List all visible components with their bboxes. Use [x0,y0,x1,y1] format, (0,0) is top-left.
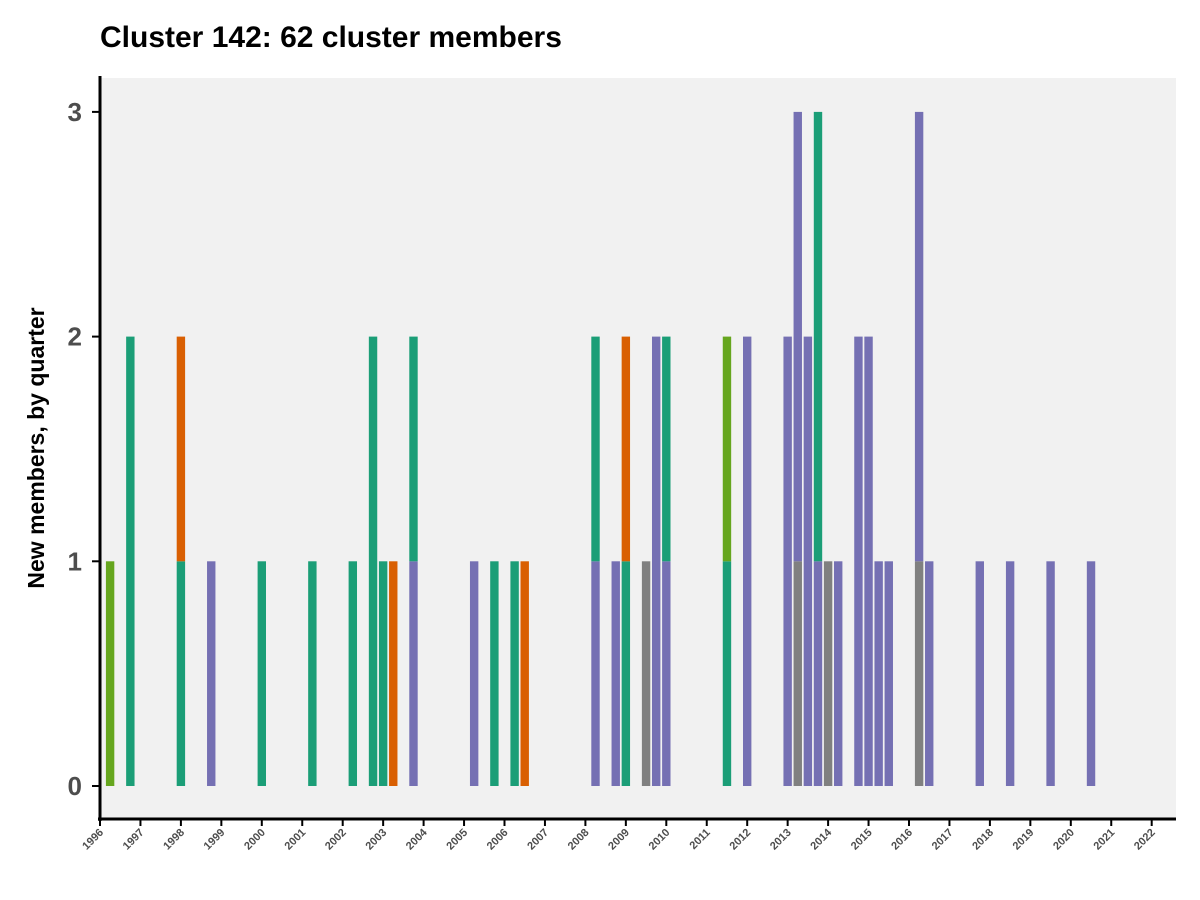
y-tick-label-3: 3 [68,97,82,127]
x-tick-label-2012: 2012 [728,827,754,853]
x-tick-label-2009: 2009 [606,827,632,853]
y-tick-label-0: 0 [68,771,82,801]
x-tick-label-2018: 2018 [970,827,996,853]
bar-segment-27-0 [823,561,833,786]
bar-segment-25-0 [803,336,813,786]
x-tick-label-2019: 2019 [1011,827,1037,853]
bar-segment-26-0 [813,561,823,786]
bar-segment-35-0 [975,561,984,786]
bar-segment-15-1 [591,336,600,562]
x-tick-label-2013: 2013 [768,827,794,853]
x-tick-label-2011: 2011 [688,827,713,852]
bar-segment-34-0 [925,561,934,786]
bar-segment-3-0 [207,561,216,786]
bar-segment-24-1 [793,111,802,562]
bar-segment-12-0 [490,561,499,786]
bar-segment-23-0 [783,336,792,786]
bar-segment-10-1 [409,336,418,562]
bar-segment-31-0 [874,561,883,786]
bar-segment-21-0 [722,561,732,786]
x-tick-label-2001: 2001 [283,827,309,853]
x-tick-label-2017: 2017 [930,827,956,853]
x-tick-label-1998: 1998 [161,827,187,853]
y-ticks-layer: 0 1 2 3 [68,97,100,801]
bar-segment-38-0 [1086,561,1096,786]
bar-segment-2-0 [176,561,186,786]
bars-layer [105,111,1096,786]
bar-segment-17-0 [621,561,631,786]
chart-title: Cluster 142: 62 cluster members [100,21,562,54]
x-tick-label-1999: 1999 [202,827,228,853]
y-axis-label: New members, by quarter [23,307,49,588]
bar-segment-5-0 [308,561,317,786]
bar-segment-14-0 [520,561,529,786]
x-tick-label-2022: 2022 [1132,827,1158,853]
bar-segment-6-0 [348,561,358,786]
x-tick-label-2016: 2016 [889,827,915,853]
x-tick-label-2020: 2020 [1051,827,1077,853]
x-tick-label-2014: 2014 [808,826,834,852]
bar-segment-7-0 [368,336,378,786]
bar-segment-13-0 [510,561,519,786]
bar-segment-30-0 [864,336,873,786]
bar-segment-29-0 [854,336,863,786]
bar-segment-18-0 [641,561,651,786]
bar-segment-8-0 [378,561,388,786]
bar-segment-9-0 [389,561,398,786]
x-tick-label-2021: 2021 [1092,827,1118,853]
x-tick-label-2010: 2010 [647,827,673,853]
y-tick-label-2: 2 [68,322,82,352]
bar-segment-20-1 [662,336,671,562]
x-tick-label-2006: 2006 [485,827,511,853]
bar-segment-15-0 [591,561,600,786]
bar-segment-22-0 [743,336,752,786]
bar-segment-21-1 [722,336,732,562]
plot-panel [100,78,1176,819]
bar-segment-11-0 [469,561,479,786]
x-tick-label-2004: 2004 [404,826,430,852]
x-tick-label-1996: 1996 [80,827,106,853]
y-tick-label-1: 1 [68,546,82,576]
bar-segment-33-1 [914,111,924,562]
bar-segment-1-0 [126,336,135,786]
x-tick-label-1997: 1997 [121,827,147,853]
bar-segment-20-0 [662,561,671,786]
bar-segment-24-0 [793,561,802,786]
bar-segment-28-0 [834,561,843,786]
x-tick-label-2007: 2007 [525,827,551,853]
x-tick-label-2000: 2000 [242,827,268,853]
x-tick-label-2008: 2008 [566,827,592,853]
bar-segment-17-1 [621,336,631,562]
bar-segment-0-0 [105,561,115,786]
bar-segment-2-1 [176,336,186,562]
bar-segment-10-0 [409,561,418,786]
bar-segment-19-0 [651,336,661,786]
bar-segment-33-0 [914,561,924,786]
bar-segment-26-1 [813,111,823,562]
x-tick-label-2005: 2005 [444,827,470,853]
x-tick-label-2003: 2003 [363,827,389,853]
bar-segment-36-0 [1005,561,1015,786]
bar-segment-4-0 [257,561,266,786]
x-tick-label-2015: 2015 [849,827,875,853]
x-ticks-layer: 1996 1997 1998 1999 2000 2001 2002 2003 2004 2005… [80,819,1158,853]
bar-segment-37-0 [1046,561,1055,786]
bar-segment-16-0 [611,561,620,786]
bar-segment-32-0 [884,561,893,786]
x-tick-label-2002: 2002 [323,827,349,853]
